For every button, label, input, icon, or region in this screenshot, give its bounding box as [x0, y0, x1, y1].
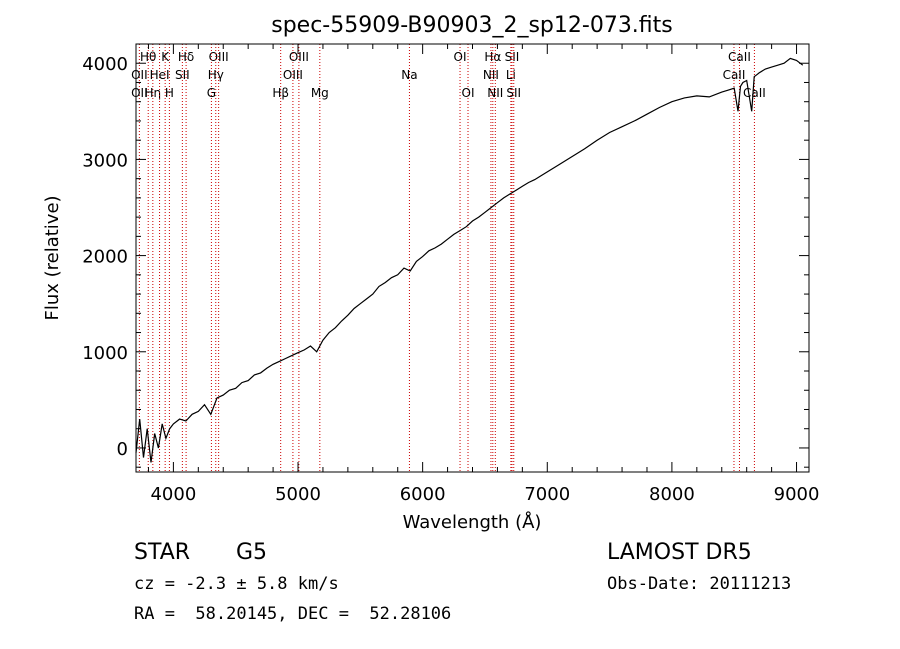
line-marker-label: CaII [723, 68, 746, 82]
x-tick-label: 4000 [150, 484, 196, 505]
line-marker-label: SII [175, 68, 190, 82]
line-marker-label: SII [506, 86, 521, 100]
survey-label: LAMOST DR5 [607, 540, 752, 565]
line-marker-label: Hη [145, 86, 162, 100]
x-tick-label: 7000 [524, 484, 570, 505]
line-marker-label: Hβ [272, 86, 289, 100]
line-marker-label: NII [483, 68, 499, 82]
y-tick-label: 3000 [82, 150, 128, 171]
line-marker-label: K [161, 50, 170, 64]
line-marker-label: Na [401, 68, 417, 82]
line-marker-label: SII [505, 50, 520, 64]
y-tick-label: 0 [117, 439, 128, 460]
line-marker-label: Hθ [140, 50, 156, 64]
line-marker-label: H [165, 86, 174, 100]
x-tick-label: 5000 [275, 484, 321, 505]
line-marker-label: Hγ [208, 68, 224, 82]
line-marker-label: NII [487, 86, 503, 100]
line-marker-label: Mg [311, 86, 329, 100]
line-marker-label: Li [506, 68, 516, 82]
object-class: STAR [134, 540, 191, 565]
line-marker-label: G [207, 86, 216, 100]
spectrum-line [135, 57, 804, 463]
x-tick-label: 9000 [774, 484, 820, 505]
line-marker-label: OIII [289, 50, 309, 64]
chart-title: spec-55909-B90903_2_sp12-073.fits [271, 13, 673, 38]
line-marker-label: Hδ [178, 50, 194, 64]
x-axis: 4000 5000 6000 7000 8000 9000 [147, 44, 820, 505]
x-tick-label: 8000 [649, 484, 695, 505]
x-axis-label: Wavelength (Å) [403, 511, 542, 533]
line-marker-label: OII [131, 86, 148, 100]
coordinates: RA = 58.20145, DEC = 52.28106 [134, 604, 452, 624]
line-marker-label: OIII [283, 68, 303, 82]
line-marker-label: OI [454, 50, 467, 64]
y-tick-label: 1000 [82, 343, 128, 364]
line-marker-label: OII [131, 68, 148, 82]
y-tick-label: 2000 [82, 247, 128, 268]
line-marker-label: CaII [728, 50, 751, 64]
redshift-text: cz = -2.3 ± 5.8 km/s [134, 574, 339, 594]
line-marker-label: CaII [743, 86, 766, 100]
line-marker-label: Hα [484, 50, 501, 64]
y-axis: 0 1000 2000 3000 4000 [82, 43, 809, 468]
line-marker-label: OIII [209, 50, 229, 64]
x-tick-label: 6000 [400, 484, 446, 505]
plot-frame [135, 43, 810, 473]
obs-date: Obs-Date: 20111213 [607, 574, 792, 594]
y-axis-label: Flux (relative) [42, 195, 63, 320]
line-marker-label: HeI [150, 68, 170, 82]
line-marker-label: OI [462, 86, 475, 100]
subclass: G5 [236, 540, 268, 565]
y-tick-label: 4000 [82, 54, 128, 75]
